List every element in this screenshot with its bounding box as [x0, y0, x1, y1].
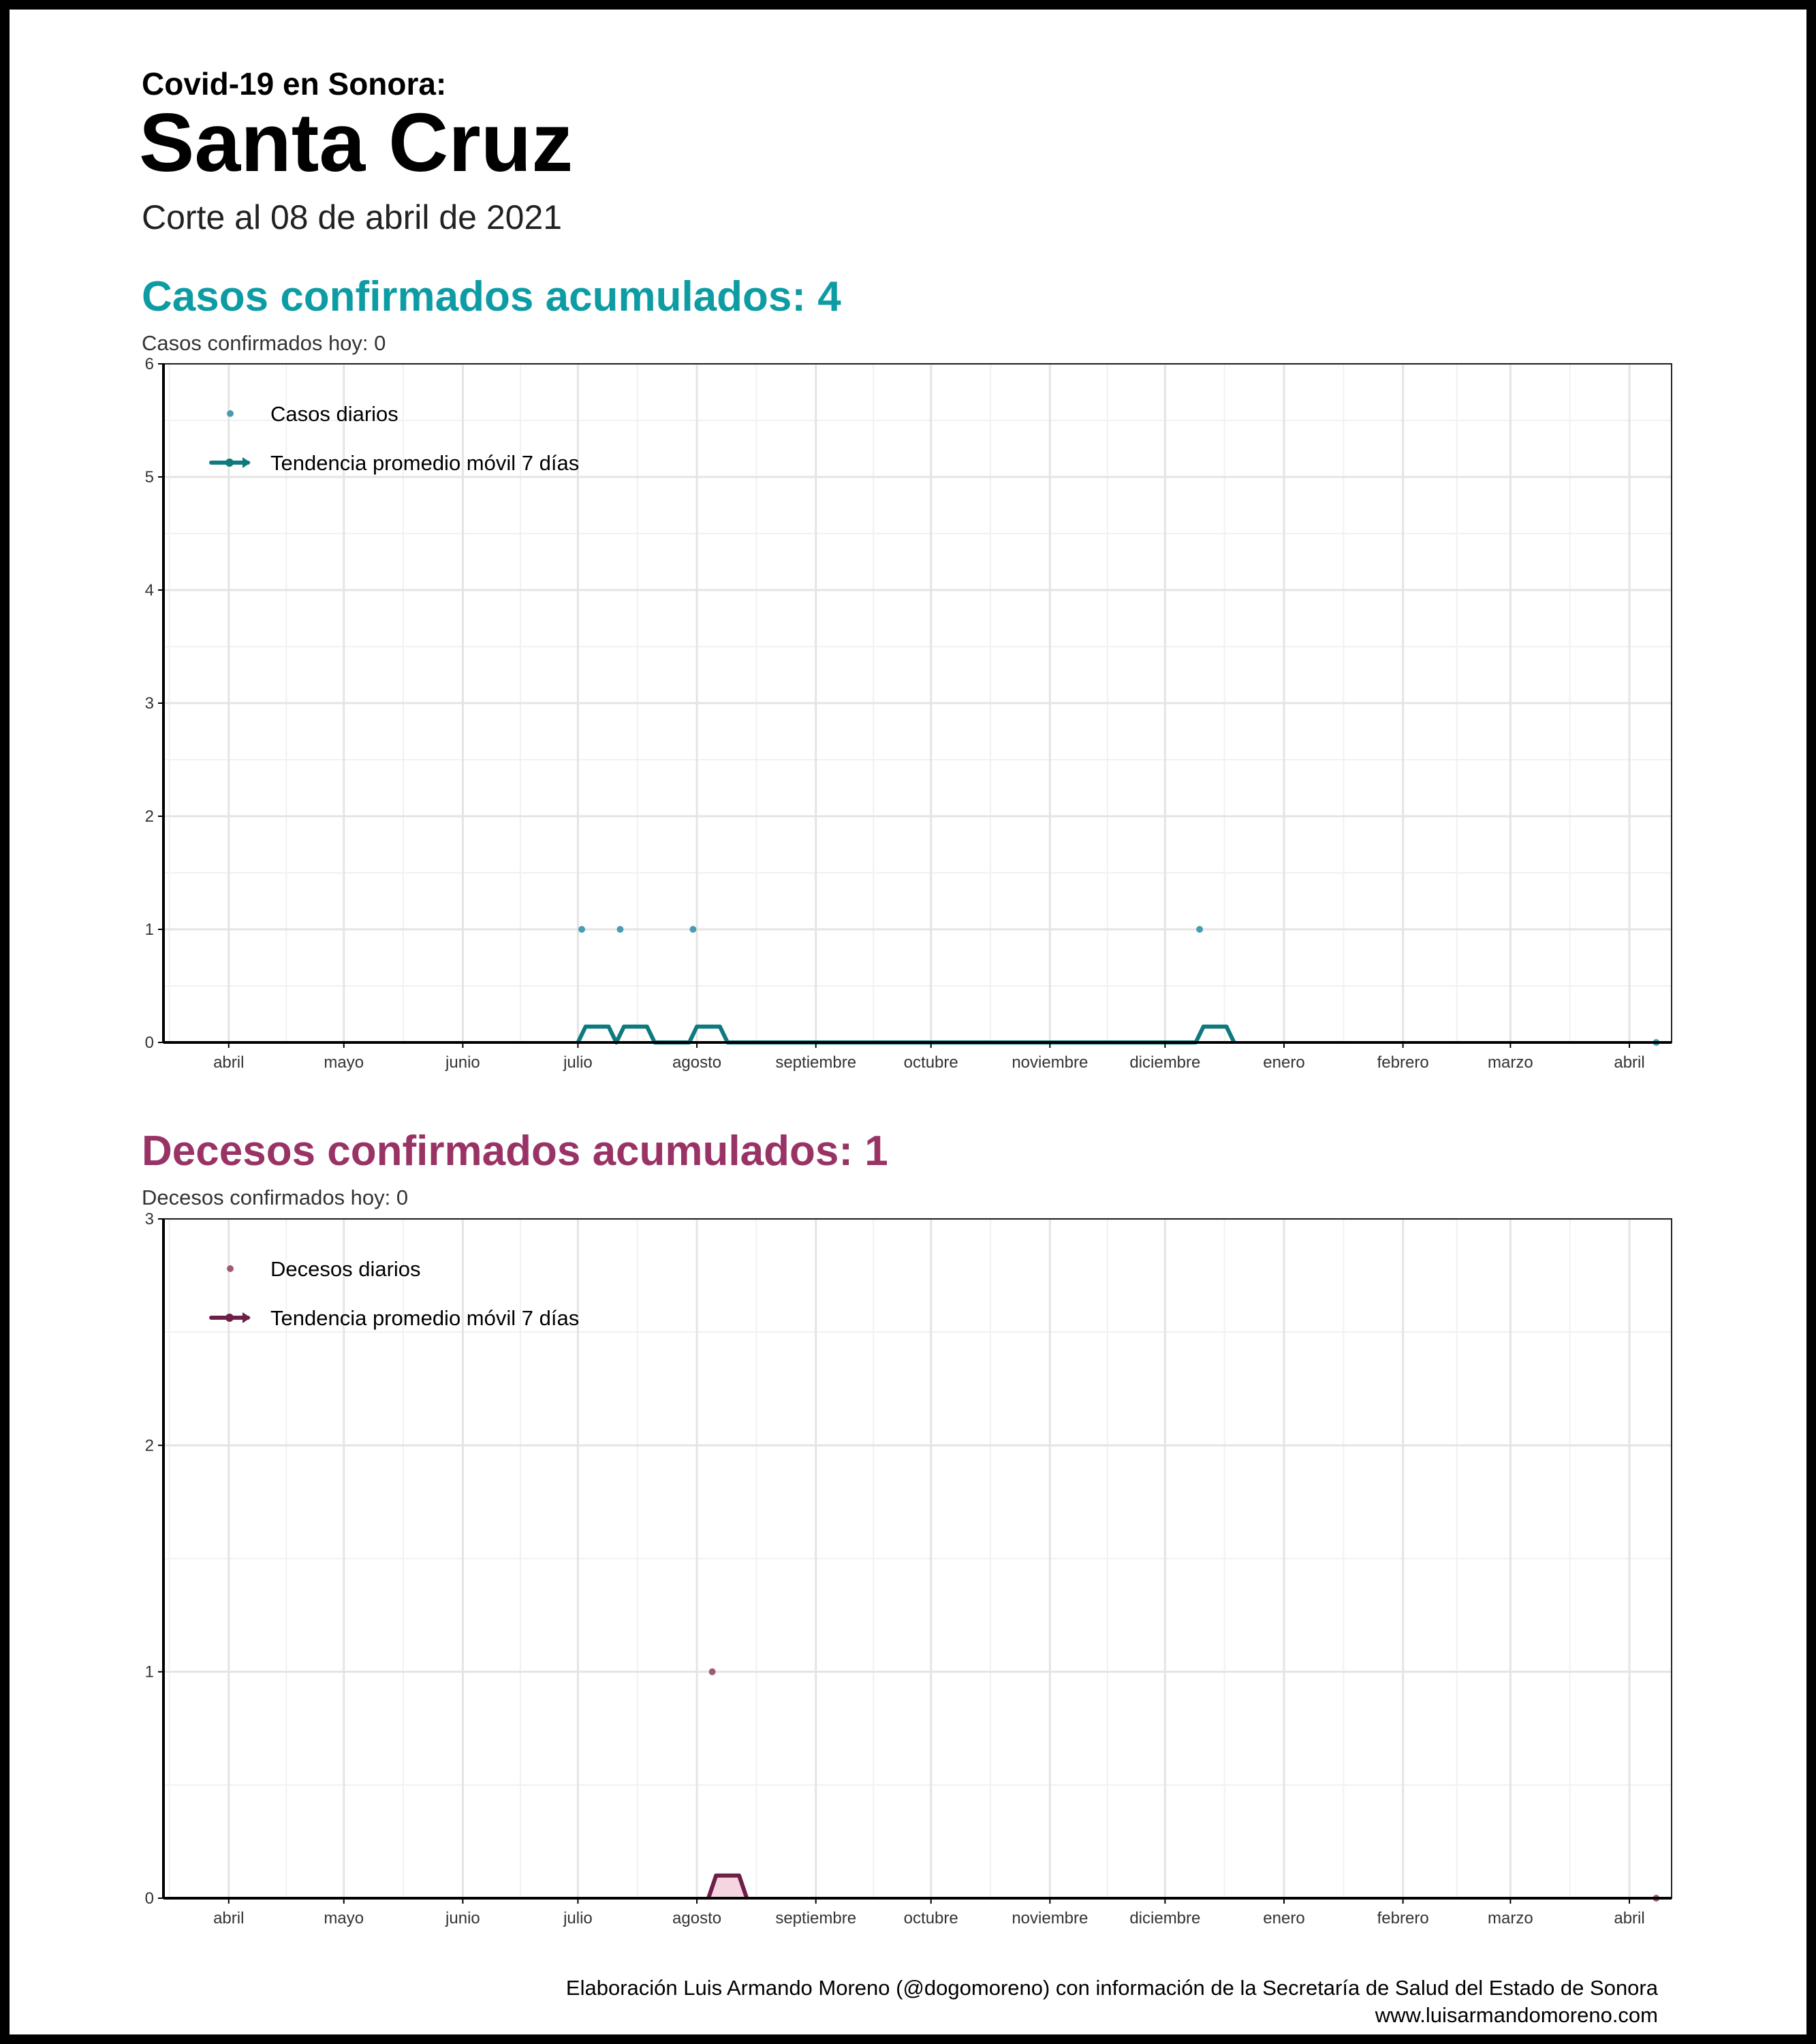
cut-date: Corte al 08 de abril de 2021	[142, 198, 563, 236]
x-tick-label: marzo	[1488, 1909, 1533, 1927]
data-point	[616, 926, 624, 933]
deaths-chart-subtitle: Decesos confirmados hoy: 0	[142, 1186, 409, 1209]
legend-key-line-arrow	[242, 1312, 251, 1323]
cases-chart-title: Casos confirmados acumulados: 4	[142, 273, 841, 320]
x-tick-label: agosto	[672, 1909, 721, 1927]
data-point	[708, 1668, 716, 1675]
x-tick-label: diciembre	[1129, 1909, 1200, 1927]
x-tick-label: febrero	[1377, 1053, 1429, 1072]
y-tick-label: 0	[145, 1034, 154, 1052]
footer-url: www.luisarmandomoreno.com	[1375, 2003, 1658, 2027]
legend-key-line-dot	[225, 459, 234, 467]
x-tick-label: septiembre	[775, 1053, 856, 1072]
supertitle: Covid-19 en Sonora:	[142, 66, 447, 102]
x-tick-label: octubre	[904, 1909, 958, 1927]
data-point	[1196, 926, 1204, 933]
x-tick-label: enero	[1263, 1909, 1304, 1927]
legend-label-line: Tendencia promedio móvil 7 días	[270, 451, 579, 475]
cases-chart: 0 1 2 3 4 5 6 abril mayo junio julio agosto septiemb…	[145, 355, 1672, 1072]
y-tick-label: 2	[145, 807, 154, 826]
footer-credit: Elaboración Luis Armando Moreno (@dogomo…	[565, 1976, 1658, 2000]
y-tick-label: 3	[145, 1210, 154, 1228]
x-tick-label: julio	[563, 1053, 593, 1072]
page: Covid-19 en Sonora: Santa Cruz Corte al …	[10, 10, 1806, 2034]
x-tick-label: septiembre	[775, 1909, 856, 1927]
y-tick-label: 5	[145, 468, 154, 486]
x-tick-label: abril	[1614, 1909, 1644, 1927]
x-tick-label: abril	[213, 1909, 244, 1927]
legend-label-points: Casos diarios	[270, 402, 398, 426]
legend-key-line-arrow	[242, 457, 251, 468]
x-tick-label: abril	[213, 1053, 244, 1072]
legend: Decesos diarios Tendencia promedio móvil …	[209, 1257, 579, 1330]
y-tick-label: 3	[145, 694, 154, 713]
deaths-chart-title: Decesos confirmados acumulados: 1	[142, 1128, 888, 1175]
x-tick-label: enero	[1263, 1053, 1304, 1072]
x-tick-label: junio	[445, 1053, 480, 1072]
y-tick-label: 4	[145, 581, 154, 600]
legend-label-line: Tendencia promedio móvil 7 días	[270, 1306, 579, 1330]
x-tick-label: agosto	[672, 1053, 721, 1072]
x-tick-label: octubre	[904, 1053, 958, 1072]
x-tick-label: abril	[1614, 1053, 1644, 1072]
y-tick-label: 6	[145, 355, 154, 373]
cases-chart-subtitle: Casos confirmados hoy: 0	[142, 331, 386, 355]
x-tick-label: marzo	[1488, 1053, 1533, 1072]
x-tick-label: noviembre	[1012, 1053, 1088, 1072]
legend: Casos diarios Tendencia promedio móvil 7 …	[209, 402, 579, 475]
x-tick-label: noviembre	[1012, 1909, 1088, 1927]
moving-average-line	[576, 1024, 1236, 1044]
legend-key-points	[227, 1265, 234, 1272]
page-title: Santa Cruz	[139, 96, 574, 189]
x-tick-label: diciembre	[1129, 1053, 1200, 1072]
legend-key-points	[227, 410, 234, 417]
y-tick-label: 1	[145, 1663, 154, 1682]
y-tick-label: 1	[145, 920, 154, 939]
deaths-chart: 0 1 2 3 abril mayo junio julio agosto septiembre o…	[145, 1210, 1672, 1927]
x-tick-label: julio	[563, 1909, 593, 1927]
y-tick-label: 2	[145, 1436, 154, 1455]
data-point	[578, 926, 586, 933]
y-tick-label: 0	[145, 1889, 154, 1908]
x-tick-label: mayo	[324, 1909, 364, 1927]
legend-key-line-dot	[225, 1314, 234, 1322]
x-tick-label: junio	[445, 1909, 480, 1927]
charts-canvas: 0 1 2 3 4 5 6 abril mayo junio julio agosto septiemb…	[145, 355, 1672, 1927]
x-tick-label: mayo	[324, 1053, 364, 1072]
moving-average-area	[708, 1875, 747, 1898]
legend-label-points: Decesos diarios	[270, 1257, 421, 1281]
moving-average-line	[706, 1873, 749, 1899]
data-point	[689, 926, 697, 933]
x-tick-label: febrero	[1377, 1909, 1429, 1927]
